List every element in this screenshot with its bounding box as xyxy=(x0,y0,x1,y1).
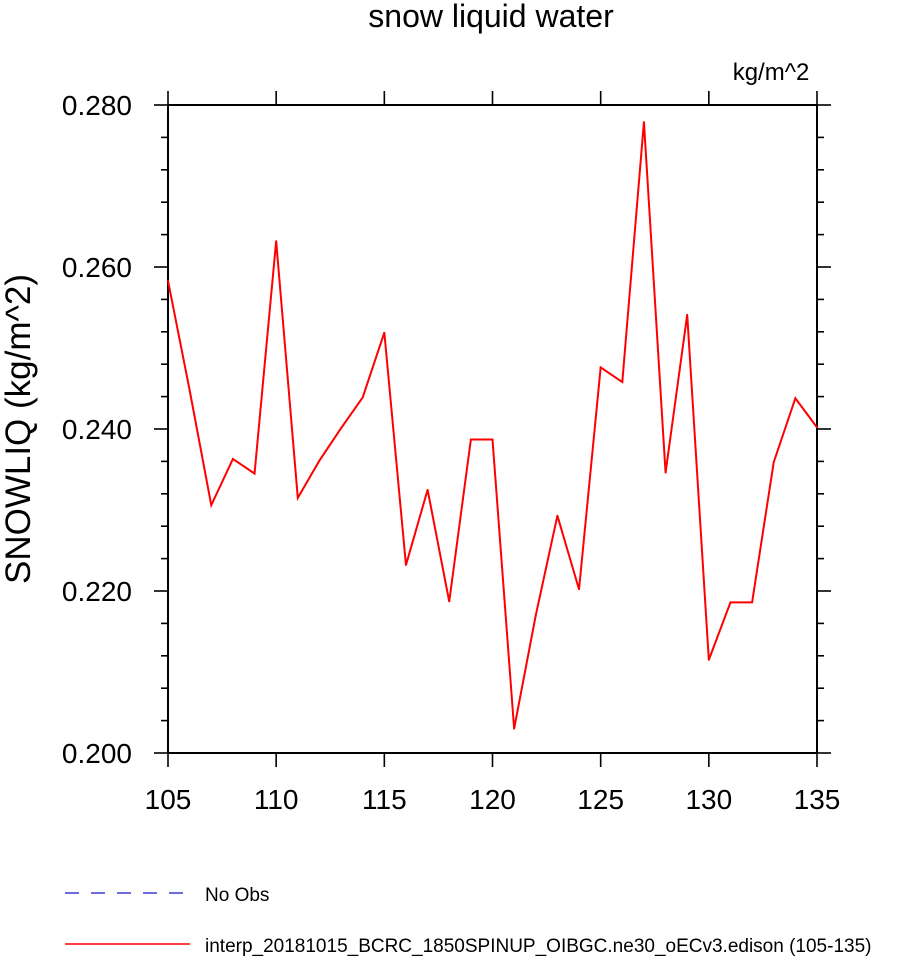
data-point xyxy=(296,496,299,499)
y-tick-label: 0.200 xyxy=(62,738,132,769)
y-tick-label: 0.280 xyxy=(62,90,132,121)
data-point xyxy=(729,601,732,604)
data-point xyxy=(232,458,234,460)
data-point xyxy=(361,396,364,399)
data-point xyxy=(167,279,169,282)
data-point xyxy=(340,427,342,430)
chart-title: snow liquid water xyxy=(368,0,614,34)
data-point xyxy=(794,397,797,400)
data-point xyxy=(405,564,407,566)
y-tick-label: 0.260 xyxy=(62,252,132,283)
y-axis-label: SNOWLIQ (kg/m^2) xyxy=(0,274,38,584)
data-point xyxy=(751,601,753,604)
data-point xyxy=(318,459,321,462)
data-point xyxy=(664,471,667,474)
data-point xyxy=(556,514,559,517)
data-point xyxy=(491,438,494,441)
data-point xyxy=(621,381,624,383)
data-point xyxy=(383,331,386,334)
data-point xyxy=(578,588,580,591)
y-tick-label: 0.220 xyxy=(62,576,132,607)
x-tick-label: 125 xyxy=(577,784,624,815)
y-tick-label: 0.240 xyxy=(62,414,132,445)
plot-frame xyxy=(167,104,818,754)
data-point xyxy=(599,366,602,369)
data-point xyxy=(426,488,429,491)
data-point xyxy=(772,461,775,464)
data-point xyxy=(534,614,537,617)
x-tick-label: 135 xyxy=(794,784,841,815)
x-tick-label: 110 xyxy=(254,784,299,815)
data-point xyxy=(210,504,213,507)
data-point xyxy=(253,472,256,475)
data-point xyxy=(275,240,278,242)
x-tick-label: 120 xyxy=(469,784,516,815)
series-line-1 xyxy=(167,121,818,729)
data-point xyxy=(448,600,451,603)
data-point xyxy=(816,426,818,429)
x-tick-label: 130 xyxy=(685,784,732,815)
data-point xyxy=(188,389,191,392)
data-point xyxy=(513,727,516,730)
legend-label-0: No Obs xyxy=(205,885,269,906)
x-tick-label: 105 xyxy=(145,784,192,815)
legend-label-1: interp_20181015_BCRC_1850SPINUP_OIBGC.ne… xyxy=(205,936,871,957)
units-label: kg/m^2 xyxy=(733,59,810,86)
data-point xyxy=(643,121,645,123)
data-point xyxy=(686,313,689,316)
legend: No Obs interp_20181015_BCRC_1850SPINUP_OI… xyxy=(65,885,871,957)
data-point xyxy=(469,438,472,441)
data-point xyxy=(707,658,710,661)
plot-area: 105 110 115 120 125 130 135 0.200 0.220 0.240 0.26… xyxy=(62,90,840,815)
x-tick-label: 115 xyxy=(362,784,407,815)
